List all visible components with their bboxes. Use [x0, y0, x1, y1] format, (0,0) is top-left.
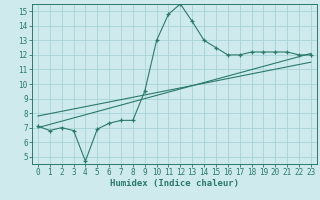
- X-axis label: Humidex (Indice chaleur): Humidex (Indice chaleur): [110, 179, 239, 188]
